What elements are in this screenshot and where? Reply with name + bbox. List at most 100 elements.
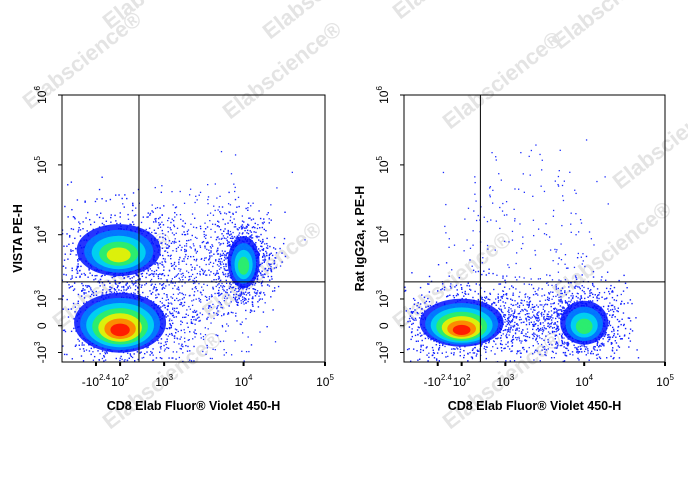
event-dot: [110, 291, 113, 293]
event-dot: [568, 297, 570, 299]
event-dot: [198, 300, 201, 302]
event-dot: [214, 274, 217, 276]
event-dot: [612, 347, 614, 349]
event-dot: [580, 295, 582, 297]
event-dot: [122, 285, 125, 288]
event-dot: [629, 320, 632, 322]
event-dot: [72, 250, 74, 252]
event-dot: [167, 335, 169, 337]
event-dot: [266, 245, 269, 247]
event-dot: [551, 330, 554, 333]
event-dot: [94, 278, 97, 280]
event-dot: [559, 305, 562, 307]
event-dot: [161, 357, 163, 360]
event-dot: [142, 291, 144, 294]
event-dot: [546, 313, 549, 315]
event-dot: [163, 274, 166, 277]
event-dot: [526, 310, 528, 312]
event-dot: [118, 289, 120, 291]
event-dot: [228, 244, 230, 246]
event-dot: [264, 294, 266, 296]
event-dot: [567, 282, 570, 284]
event-dot: [77, 293, 80, 296]
event-dot: [193, 291, 196, 293]
event-dot: [123, 291, 126, 294]
event-dot: [447, 355, 449, 358]
event-dot: [264, 256, 266, 258]
event-dot: [152, 301, 155, 303]
event-dot: [98, 363, 99, 364]
event-dot: [52, 277, 53, 278]
tick-label: 0: [35, 322, 49, 329]
event-dot: [438, 360, 440, 362]
event-dot: [274, 341, 277, 343]
event-dot: [524, 296, 526, 298]
event-dot: [543, 313, 545, 316]
event-dot: [207, 259, 210, 261]
event-dot: [410, 310, 413, 313]
event-dot: [608, 336, 610, 338]
event-dot: [511, 299, 514, 301]
event-dot: [261, 245, 263, 248]
event-dot: [162, 283, 165, 285]
event-dot: [192, 299, 195, 301]
event-dot: [119, 212, 121, 214]
event-dot: [82, 348, 85, 350]
event-dot: [163, 269, 165, 271]
event-dot: [190, 319, 192, 321]
event-dot: [215, 386, 216, 387]
event-dot: [491, 365, 492, 366]
event-dot: [578, 359, 580, 361]
event-dot: [430, 338, 432, 341]
event-dot: [172, 357, 174, 359]
event-dot: [539, 278, 542, 280]
event-dot: [216, 236, 218, 239]
event-dot: [567, 349, 570, 352]
event-dot: [152, 359, 155, 361]
event-dot: [304, 239, 306, 241]
event-dot: [533, 332, 535, 334]
event-dot: [256, 276, 259, 278]
event-dot: [194, 332, 196, 335]
event-dot: [211, 295, 213, 297]
event-dot: [164, 304, 166, 307]
event-dot: [510, 298, 512, 300]
event-dot: [215, 259, 217, 261]
event-dot: [505, 293, 507, 295]
event-dot: [599, 344, 601, 347]
event-dot: [211, 255, 213, 257]
event-dot: [154, 186, 156, 189]
event-dot: [544, 351, 546, 353]
event-dot: [181, 285, 183, 287]
event-dot: [555, 343, 557, 345]
event-dot: [499, 227, 501, 230]
event-dot: [270, 296, 272, 298]
event-dot: [218, 268, 221, 270]
event-dot: [464, 293, 467, 295]
event-dot: [123, 277, 125, 279]
event-dot: [577, 357, 579, 360]
event-dot: [173, 310, 175, 312]
event-dot: [198, 282, 200, 285]
event-dot: [204, 257, 206, 259]
event-dot: [492, 272, 494, 275]
event-dot: [267, 284, 269, 286]
event-dot: [88, 268, 90, 270]
event-dot: [258, 271, 260, 273]
event-dot: [411, 335, 414, 338]
event-dot: [154, 207, 157, 210]
event-dot: [116, 286, 119, 289]
event-dot: [115, 357, 117, 360]
event-dot: [175, 358, 177, 360]
event-dot: [184, 294, 187, 296]
event-dot: [254, 226, 256, 229]
event-dot: [155, 273, 158, 275]
event-dot: [164, 261, 167, 263]
event-dot: [493, 340, 495, 343]
event-dot: [172, 322, 174, 325]
event-dot: [565, 354, 567, 357]
event-dot: [133, 275, 135, 278]
event-dot: [200, 268, 203, 270]
event-dot: [103, 224, 105, 226]
event-dot: [506, 320, 508, 322]
